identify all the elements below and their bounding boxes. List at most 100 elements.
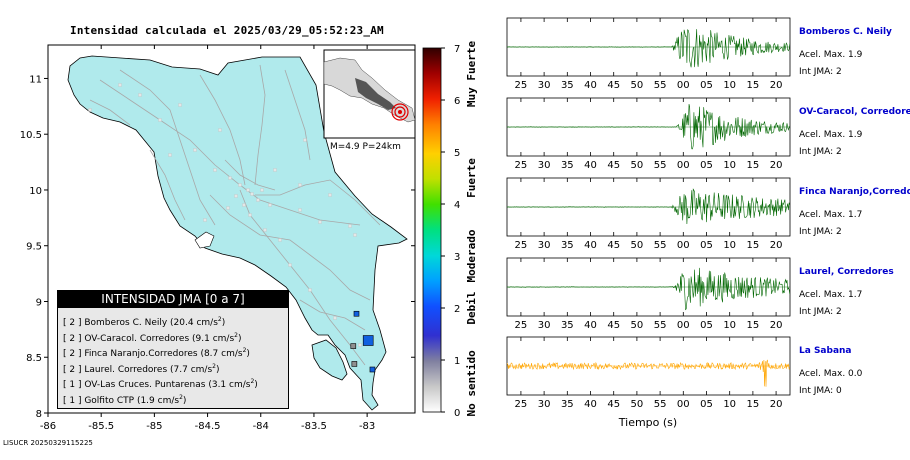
waveform-panel: 25 30 35 40 45 50 55 00 05 10 15 20 Bomberos C. Neil… — [506, 17, 892, 91]
waveform-x-tick-label: 35 — [561, 80, 574, 91]
towns — [88, 83, 362, 347]
waveform-x-tick-label: 40 — [584, 399, 597, 410]
waveform-x-tick-label: 30 — [538, 80, 551, 91]
colorbar-tick-label: 3 — [454, 252, 460, 263]
waveform-x-tick-label: 30 — [538, 240, 551, 251]
waveform-x-tick-label: 05 — [700, 160, 713, 171]
waveform-trace — [506, 104, 791, 150]
waveform-trace — [506, 188, 791, 225]
intensity-legend: INTENSIDAD JMA [0 a 7] [ 2 ] Bomberos C.… — [57, 290, 289, 409]
epicenter-marker — [391, 103, 409, 121]
station-name: La Sabana — [799, 346, 852, 356]
waveform-x-tick-label: 20 — [770, 320, 783, 331]
waveform-x-tick-label: 05 — [700, 240, 713, 251]
jma-intensity: Int JMA: 2 — [799, 147, 842, 157]
station-name: Laurel, Corredores — [799, 267, 894, 277]
waveform-x-tick-label: 35 — [561, 240, 574, 251]
waveform-x-tick-label: 10 — [723, 399, 736, 410]
waveform-x-tick-label: 50 — [631, 160, 644, 171]
waveform-x-tick-label: 50 — [631, 80, 644, 91]
max-acceleration: Acel. Max. 1.7 — [799, 290, 862, 300]
waveform-trace — [506, 29, 791, 68]
waveform-x-tick-label: 25 — [515, 399, 528, 410]
waveform-x-tick-label: 25 — [515, 320, 528, 331]
waveform-x-tick-label: 05 — [700, 399, 713, 410]
waveform-panels: 25 30 35 40 45 50 55 00 05 10 15 20 Bomberos C. Neil… — [506, 17, 910, 410]
waveform-x-tick-label: 55 — [654, 320, 667, 331]
waveform-x-tick-label: 55 — [654, 240, 667, 251]
legend-row: [ 1 ] OV-Las Cruces. Puntarenas (3.1 cm/… — [63, 378, 258, 390]
waveform-x-tick-label: 35 — [561, 160, 574, 171]
map-x-tick-label: -84.5 — [195, 421, 221, 432]
waveform-x-tick-label: 00 — [677, 320, 690, 331]
waveform-trace — [506, 359, 791, 387]
max-acceleration: Acel. Max. 0.0 — [799, 369, 863, 379]
station-name: Finca Naranjo,Corredores — [799, 187, 910, 197]
waveform-x-tick-label: 20 — [770, 399, 783, 410]
map-y-tick-label: 9.5 — [26, 242, 42, 253]
map-x-tick-label: -86 — [40, 421, 56, 432]
legend-header: INTENSIDAD JMA [0 a 7] — [58, 291, 288, 308]
magnitude-depth-label: M=4.9 P=24km — [330, 142, 401, 152]
waveform-x-tick-label: 20 — [770, 240, 783, 251]
map-y-tick-label: 8 — [36, 409, 42, 420]
waveform-x-tick-label: 50 — [631, 399, 644, 410]
waveform-x-tick-label: 55 — [654, 80, 667, 91]
waveform-x-tick-label: 10 — [723, 320, 736, 331]
waveform-panel: 25 30 35 40 45 50 55 00 05 10 15 20 Laurel, Corredor… — [506, 257, 894, 331]
station-marker — [353, 310, 360, 317]
waveform-x-tick-label: 20 — [770, 80, 783, 91]
map-x-tick-label: -85 — [146, 421, 162, 432]
map-x-tick-label: -85.5 — [88, 421, 114, 432]
colorbar-tick-label: 2 — [454, 304, 460, 315]
waveform-x-tick-label: 45 — [607, 320, 620, 331]
waveform-x-tick-label: 25 — [515, 160, 528, 171]
waveform-x-tick-label: 20 — [770, 160, 783, 171]
map-x-tick-label: -83.5 — [301, 421, 327, 432]
max-acceleration: Acel. Max. 1.9 — [799, 50, 863, 60]
waveform-x-tick-label: 00 — [677, 80, 690, 91]
legend-row: [ 2 ] Bomberos C. Neily (20.4 cm/s2) — [63, 316, 226, 328]
colorbar-level-label: Fuerte — [465, 158, 478, 198]
colorbar-tick-label: 0 — [454, 408, 460, 419]
colorbar-tick-label: 7 — [454, 44, 460, 55]
waveform-x-tick-label: 45 — [607, 240, 620, 251]
roads — [89, 64, 381, 366]
footer-id: LISUCR 20250329115225 — [3, 439, 93, 447]
waveform-panel: 25 30 35 40 45 50 55 00 05 10 15 20 OV-Caracol, Corr… — [506, 97, 910, 171]
waveform-x-tick-label: 45 — [607, 80, 620, 91]
map-y-tick-label: 10 — [29, 186, 42, 197]
waveform-x-tick-label: 45 — [607, 399, 620, 410]
colorbar-level-label: Moderado — [465, 229, 478, 282]
waveform-x-tick-label: 15 — [747, 399, 760, 410]
colorbar-level-label: Debil — [465, 291, 478, 324]
waveform-x-tick-label: 15 — [747, 240, 760, 251]
waveform-x-tick-label: 00 — [677, 240, 690, 251]
waveform-x-tick-label: 50 — [631, 320, 644, 331]
chart-title: Intensidad calculada el 2025/03/29_05:52… — [70, 24, 384, 37]
map-y-tick-label: 10.5 — [20, 130, 42, 141]
waveform-x-tick-label: 40 — [584, 240, 597, 251]
waveform-x-tick-label: 30 — [538, 320, 551, 331]
waveform-x-tick-label: 10 — [723, 160, 736, 171]
waveform-x-tick-label: 25 — [515, 240, 528, 251]
station-marker — [350, 343, 357, 349]
waveform-x-tick-label: 55 — [654, 160, 667, 171]
waveform-x-tick-label: 10 — [723, 80, 736, 91]
map-x-tick-label: -83 — [359, 421, 375, 432]
station-name: OV-Caracol, Corredores — [799, 107, 910, 117]
waveform-x-tick-label: 25 — [515, 80, 528, 91]
colorbar-level-label: No sentido — [465, 350, 478, 417]
map-x-tick-label: -84 — [253, 421, 269, 432]
map-y-tick-label: 9 — [36, 297, 42, 308]
waveform-x-tick-label: 15 — [747, 80, 760, 91]
colorbar-tick-label: 1 — [454, 356, 460, 367]
waveform-x-tick-label: 35 — [561, 320, 574, 331]
colorbar-level-label: Muy Fuerte — [465, 41, 478, 108]
map-y-tick-label: 11 — [29, 74, 42, 85]
legend-row: [ 1 ] Golfito CTP (1.9 cm/s2) — [63, 393, 187, 406]
waveform-x-axis-label: Tiempo (s) — [618, 416, 677, 429]
waveform-x-tick-label: 45 — [607, 160, 620, 171]
waveform-x-tick-label: 05 — [700, 80, 713, 91]
waveform-trace — [506, 267, 791, 311]
